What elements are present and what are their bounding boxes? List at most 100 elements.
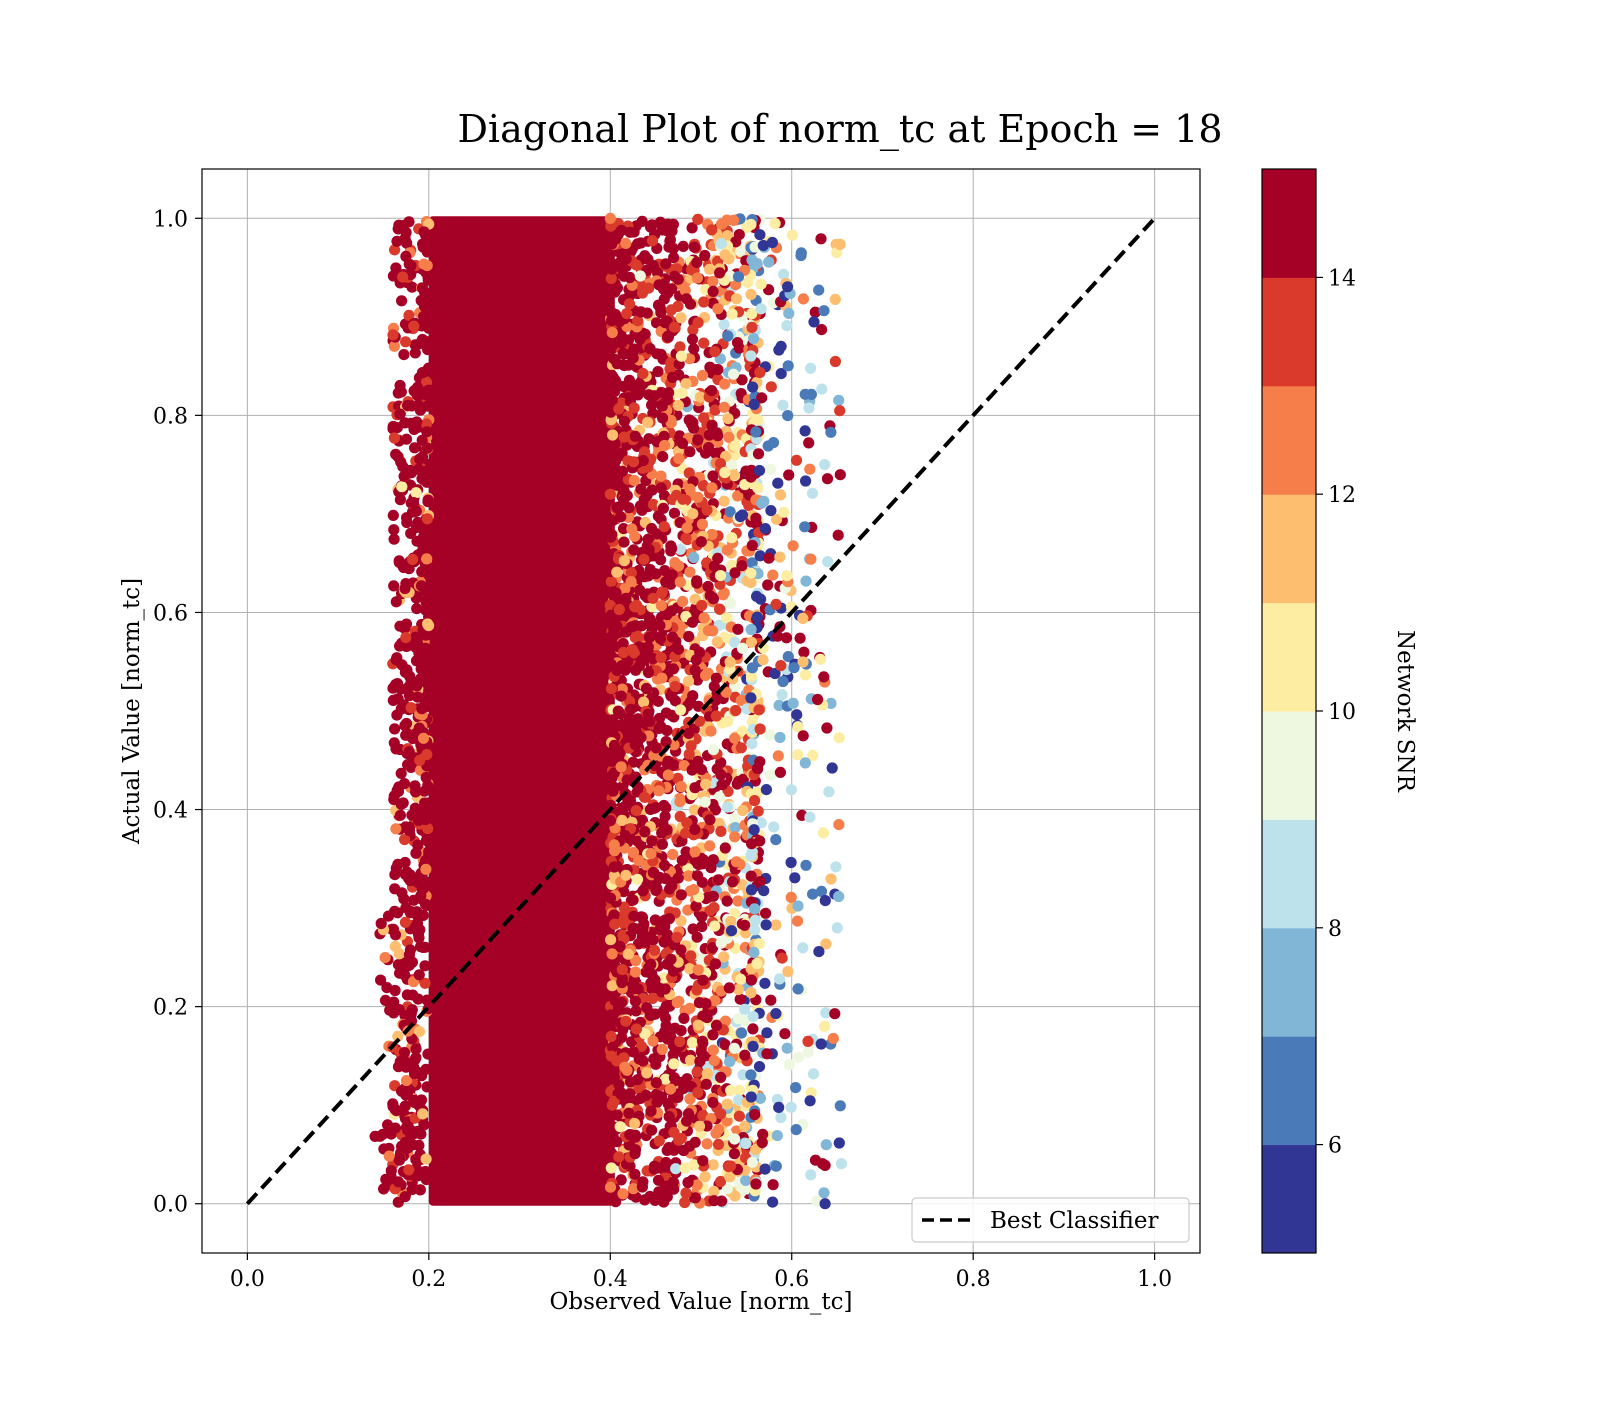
scatter-point [661, 758, 674, 770]
scatter-point [729, 440, 741, 452]
scatter-point [790, 454, 803, 466]
scatter-point [691, 1066, 703, 1078]
colorbar-tick-label: 8 [1328, 917, 1342, 942]
scatter-point [648, 944, 661, 956]
scatter-point [680, 827, 692, 839]
scatter-point [396, 1085, 408, 1097]
scatter-point [605, 272, 617, 285]
scatter-point [413, 969, 425, 981]
scatter-point [635, 483, 647, 495]
scatter-point [678, 1012, 690, 1024]
scatter-point [767, 1196, 779, 1208]
scatter-point [729, 636, 741, 649]
scatter-point [623, 298, 636, 310]
colorbar-bin [1262, 819, 1316, 929]
scatter-point [745, 1091, 757, 1103]
scatter-point [673, 995, 685, 1007]
scatter-point [636, 1181, 649, 1193]
scatter-point [693, 859, 705, 871]
scatter-point [706, 385, 718, 397]
scatter-point [735, 694, 747, 707]
scatter-point [679, 1196, 691, 1209]
scatter-point [767, 1179, 779, 1191]
scatter-point [682, 1176, 694, 1189]
scatter-point [736, 374, 748, 386]
scatter-point [646, 235, 659, 247]
scatter-point [725, 925, 738, 937]
scatter-point [613, 403, 625, 415]
scatter-point [672, 1091, 684, 1103]
scatter-point [835, 1158, 848, 1170]
scatter-point [642, 666, 655, 679]
scatter-point [608, 1071, 620, 1083]
scatter-point [775, 368, 787, 380]
scatter-point [410, 1043, 422, 1055]
scatter-point [634, 333, 646, 345]
scatter-point [709, 958, 722, 970]
scatter-point [708, 902, 720, 914]
scatter-point [421, 426, 433, 438]
scatter-point [629, 530, 641, 543]
scatter-point [698, 296, 710, 308]
scatter-point [732, 271, 745, 283]
scatter-point [751, 590, 763, 603]
scatter-point [692, 755, 704, 767]
scatter-point [800, 475, 812, 487]
scatter-point [641, 1067, 653, 1079]
scatter-point [754, 876, 766, 888]
scatter-point [629, 430, 641, 442]
scatter-point [816, 324, 828, 336]
scatter-point [760, 919, 772, 931]
scatter-point [648, 1053, 660, 1065]
scatter-point [719, 466, 731, 479]
scatter-point [639, 1028, 651, 1040]
scatter-point [728, 1148, 741, 1160]
scatter-point [713, 791, 725, 803]
scatter-point [691, 931, 703, 943]
scatter-point [677, 240, 689, 252]
scatter-point [407, 553, 419, 566]
reference-line-layer [245, 216, 1157, 1206]
scatter-point [687, 690, 699, 702]
scatter-point [763, 256, 775, 268]
scatter-point [721, 895, 733, 907]
scatter-point [606, 980, 618, 992]
scatter-point [629, 1117, 641, 1130]
scatter-point [607, 586, 619, 598]
scatter-point [670, 1163, 682, 1175]
scatter-point [804, 1095, 816, 1107]
scatter-point [605, 1030, 617, 1042]
scatter-point [394, 494, 406, 506]
scatter-point [382, 910, 395, 922]
scatter-point [709, 404, 721, 416]
scatter-point [829, 293, 841, 305]
scatter-point [682, 870, 695, 882]
scatter-point [415, 1128, 427, 1140]
scatter-point [683, 630, 695, 643]
scatter-point [781, 1042, 793, 1054]
scatter-point [629, 995, 642, 1007]
scatter-point [749, 903, 761, 915]
scatter-point [706, 419, 718, 431]
scatter-point [775, 660, 787, 672]
scatter-point [394, 809, 406, 821]
scatter-point [833, 394, 845, 406]
scatter-point [674, 1036, 686, 1048]
scatter-point [665, 953, 677, 965]
scatter-point [637, 885, 649, 897]
scatter-point [413, 932, 425, 944]
scatter-point [417, 238, 429, 250]
y-tick-label: 0.0 [153, 1193, 188, 1218]
scatter-point [629, 1129, 642, 1141]
scatter-point [753, 704, 765, 716]
scatter-point [672, 872, 684, 884]
scatter-point [407, 497, 420, 509]
scatter-point [618, 901, 630, 913]
scatter-point [692, 434, 704, 446]
scatter-point [392, 1061, 405, 1073]
scatter-point [710, 1019, 723, 1032]
scatter-point [666, 371, 679, 383]
colorbar-bin [1262, 494, 1316, 604]
scatter-point [388, 524, 400, 536]
scatter-point [721, 1115, 733, 1127]
